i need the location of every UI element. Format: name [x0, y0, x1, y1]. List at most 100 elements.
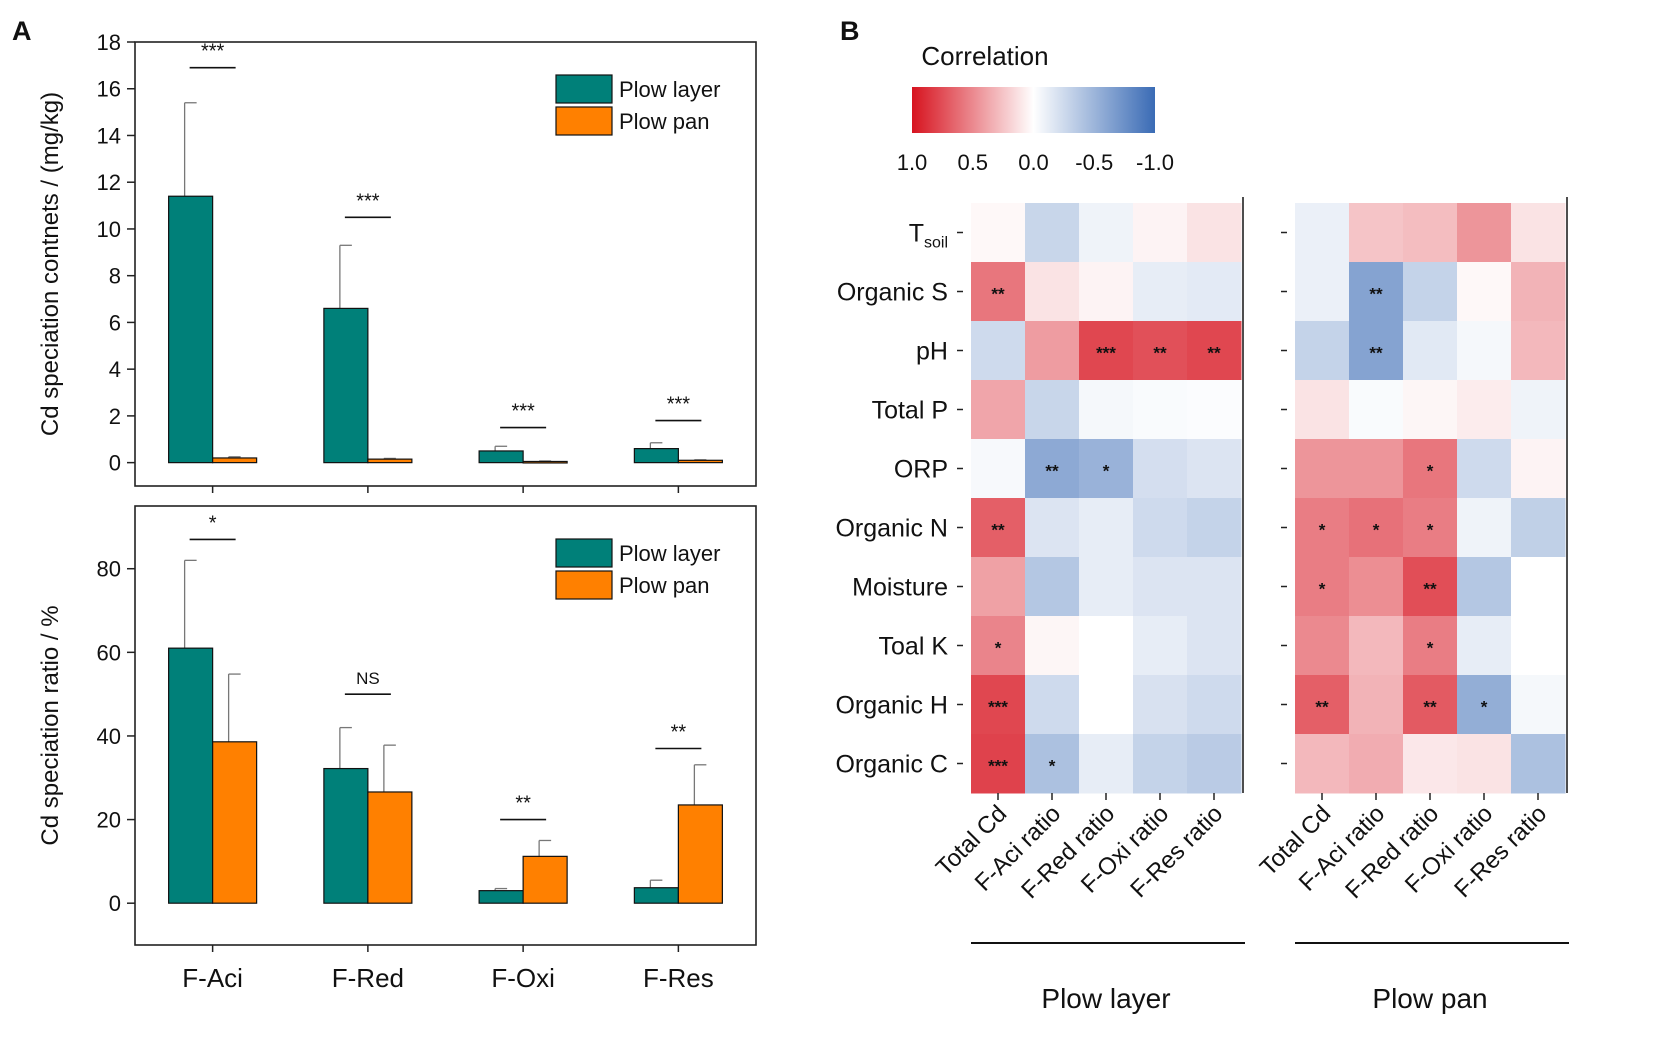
colorbar-tick-label: -1.0: [1136, 150, 1174, 175]
heatmap-cell: [1025, 557, 1080, 617]
heatmap-cell: [1295, 262, 1350, 322]
heatmap-cell: [1403, 321, 1458, 381]
heatmap-cell: [1511, 321, 1566, 381]
heatmap-cell: [1187, 321, 1242, 381]
heatmap-cell: [1403, 675, 1458, 735]
row-label-text: ORP: [894, 456, 948, 484]
heatmap-cell: [971, 734, 1026, 794]
heatmap-cell: [1457, 498, 1512, 558]
row-label-text: T: [909, 220, 924, 248]
legend-swatch: [555, 538, 613, 568]
heatmap-cell: [1187, 380, 1242, 440]
heatmap-cell: [1511, 734, 1566, 794]
heatmap-cell: [971, 675, 1026, 735]
heatmap-cell: [1025, 262, 1080, 322]
significance-star: **: [1153, 344, 1167, 363]
y-tick-label: 0: [109, 891, 121, 916]
heatmap-cell: [1457, 380, 1512, 440]
heatmap-cell: [1349, 616, 1404, 676]
significance-star: *: [1319, 521, 1326, 540]
heatmap-cell: [1079, 203, 1134, 263]
heatmap-cell: [1079, 380, 1134, 440]
bar-plow-pan: [367, 791, 413, 904]
row-label: Organic S: [837, 279, 948, 307]
heatmap-cell: [1457, 262, 1512, 322]
heatmap-cell: [1079, 439, 1134, 499]
y-tick-label: 12: [97, 170, 121, 195]
heatmap-cell: [1295, 557, 1350, 617]
heatmap-cell: [1349, 734, 1404, 794]
heatmap-cell: [971, 498, 1026, 558]
heatmap-cell: [1349, 321, 1404, 381]
heatmap-cell: [1187, 439, 1242, 499]
heatmap-cell: [1133, 675, 1188, 735]
heatmap-cell: [1295, 498, 1350, 558]
significance-label: ***: [356, 190, 380, 212]
heatmap-cell: [1079, 262, 1134, 322]
row-label: Moisture: [852, 574, 948, 602]
significance-label: **: [671, 721, 687, 743]
significance-label: ***: [667, 394, 691, 416]
group-label: Plow layer: [1041, 983, 1170, 1014]
heatmap-cell: [1349, 262, 1404, 322]
bar-plow-pan: [677, 459, 723, 464]
heatmap-cell: [971, 203, 1026, 263]
heatmap-cell: [1133, 557, 1188, 617]
heatmap-cell: [1511, 557, 1566, 617]
heatmap-cell: [1457, 557, 1512, 617]
significance-star: **: [1045, 462, 1059, 481]
y-tick-label: 40: [97, 724, 121, 749]
row-label-text: Moisture: [852, 574, 948, 602]
plot-frame: [134, 41, 757, 487]
heatmap-cell: [1079, 321, 1134, 381]
significance-star: *: [1427, 639, 1434, 658]
row-label: Total P: [872, 397, 948, 425]
row-label-text: Organic N: [835, 515, 948, 543]
bar-plow-layer: [168, 647, 214, 904]
heatmap-cell: [1349, 498, 1404, 558]
heatmap-cell: [1295, 380, 1350, 440]
heatmap-cell: [1295, 675, 1350, 735]
bar-plow-layer: [633, 887, 679, 904]
row-label: Tsoil: [909, 220, 948, 252]
colorbar-tick-label: 1.0: [897, 150, 928, 175]
heatmap-cell: [1079, 675, 1134, 735]
bar-plow-pan: [522, 855, 568, 904]
heatmap-cell: [971, 557, 1026, 617]
heatmap-cell: [1295, 616, 1350, 676]
legend-label: Plow pan: [619, 109, 710, 134]
heatmap-cell: [1025, 498, 1080, 558]
heatmap-cell: [971, 380, 1026, 440]
y-tick-label: 14: [97, 123, 121, 148]
heatmap-cell: [1079, 734, 1134, 794]
heatmap-cell: [1295, 321, 1350, 381]
heatmap-cell: [1133, 380, 1188, 440]
colorbar-tick-label: 0.0: [1018, 150, 1049, 175]
colorbar: [912, 87, 1155, 133]
significance-star: ***: [1096, 344, 1116, 363]
heatmap-cell: [1133, 498, 1188, 558]
row-label: pH: [916, 338, 948, 366]
heatmap-cell: [1457, 675, 1512, 735]
significance-star: **: [1207, 344, 1221, 363]
y-tick-label: 18: [97, 30, 121, 55]
y-tick-label: 10: [97, 217, 121, 242]
legend-swatch: [555, 106, 613, 136]
significance-label: ***: [201, 41, 225, 63]
heatmap-cell: [1079, 498, 1134, 558]
significance-star: **: [1315, 698, 1329, 717]
heatmap-cell: [1403, 203, 1458, 263]
significance-label: *: [209, 512, 217, 534]
group-label: Plow pan: [1372, 983, 1487, 1014]
significance-label: ***: [511, 401, 535, 423]
row-label: Organic H: [835, 692, 948, 720]
significance-star: *: [1427, 521, 1434, 540]
heatmap-cell: [1133, 616, 1188, 676]
significance-star: *: [1049, 757, 1056, 776]
significance-star: **: [991, 521, 1005, 540]
heatmap-cell: [1295, 734, 1350, 794]
row-label: Organic N: [835, 515, 948, 543]
y-tick-label: 80: [97, 557, 121, 582]
heatmap-cell: [1511, 203, 1566, 263]
heatmap-cell: [1403, 380, 1458, 440]
